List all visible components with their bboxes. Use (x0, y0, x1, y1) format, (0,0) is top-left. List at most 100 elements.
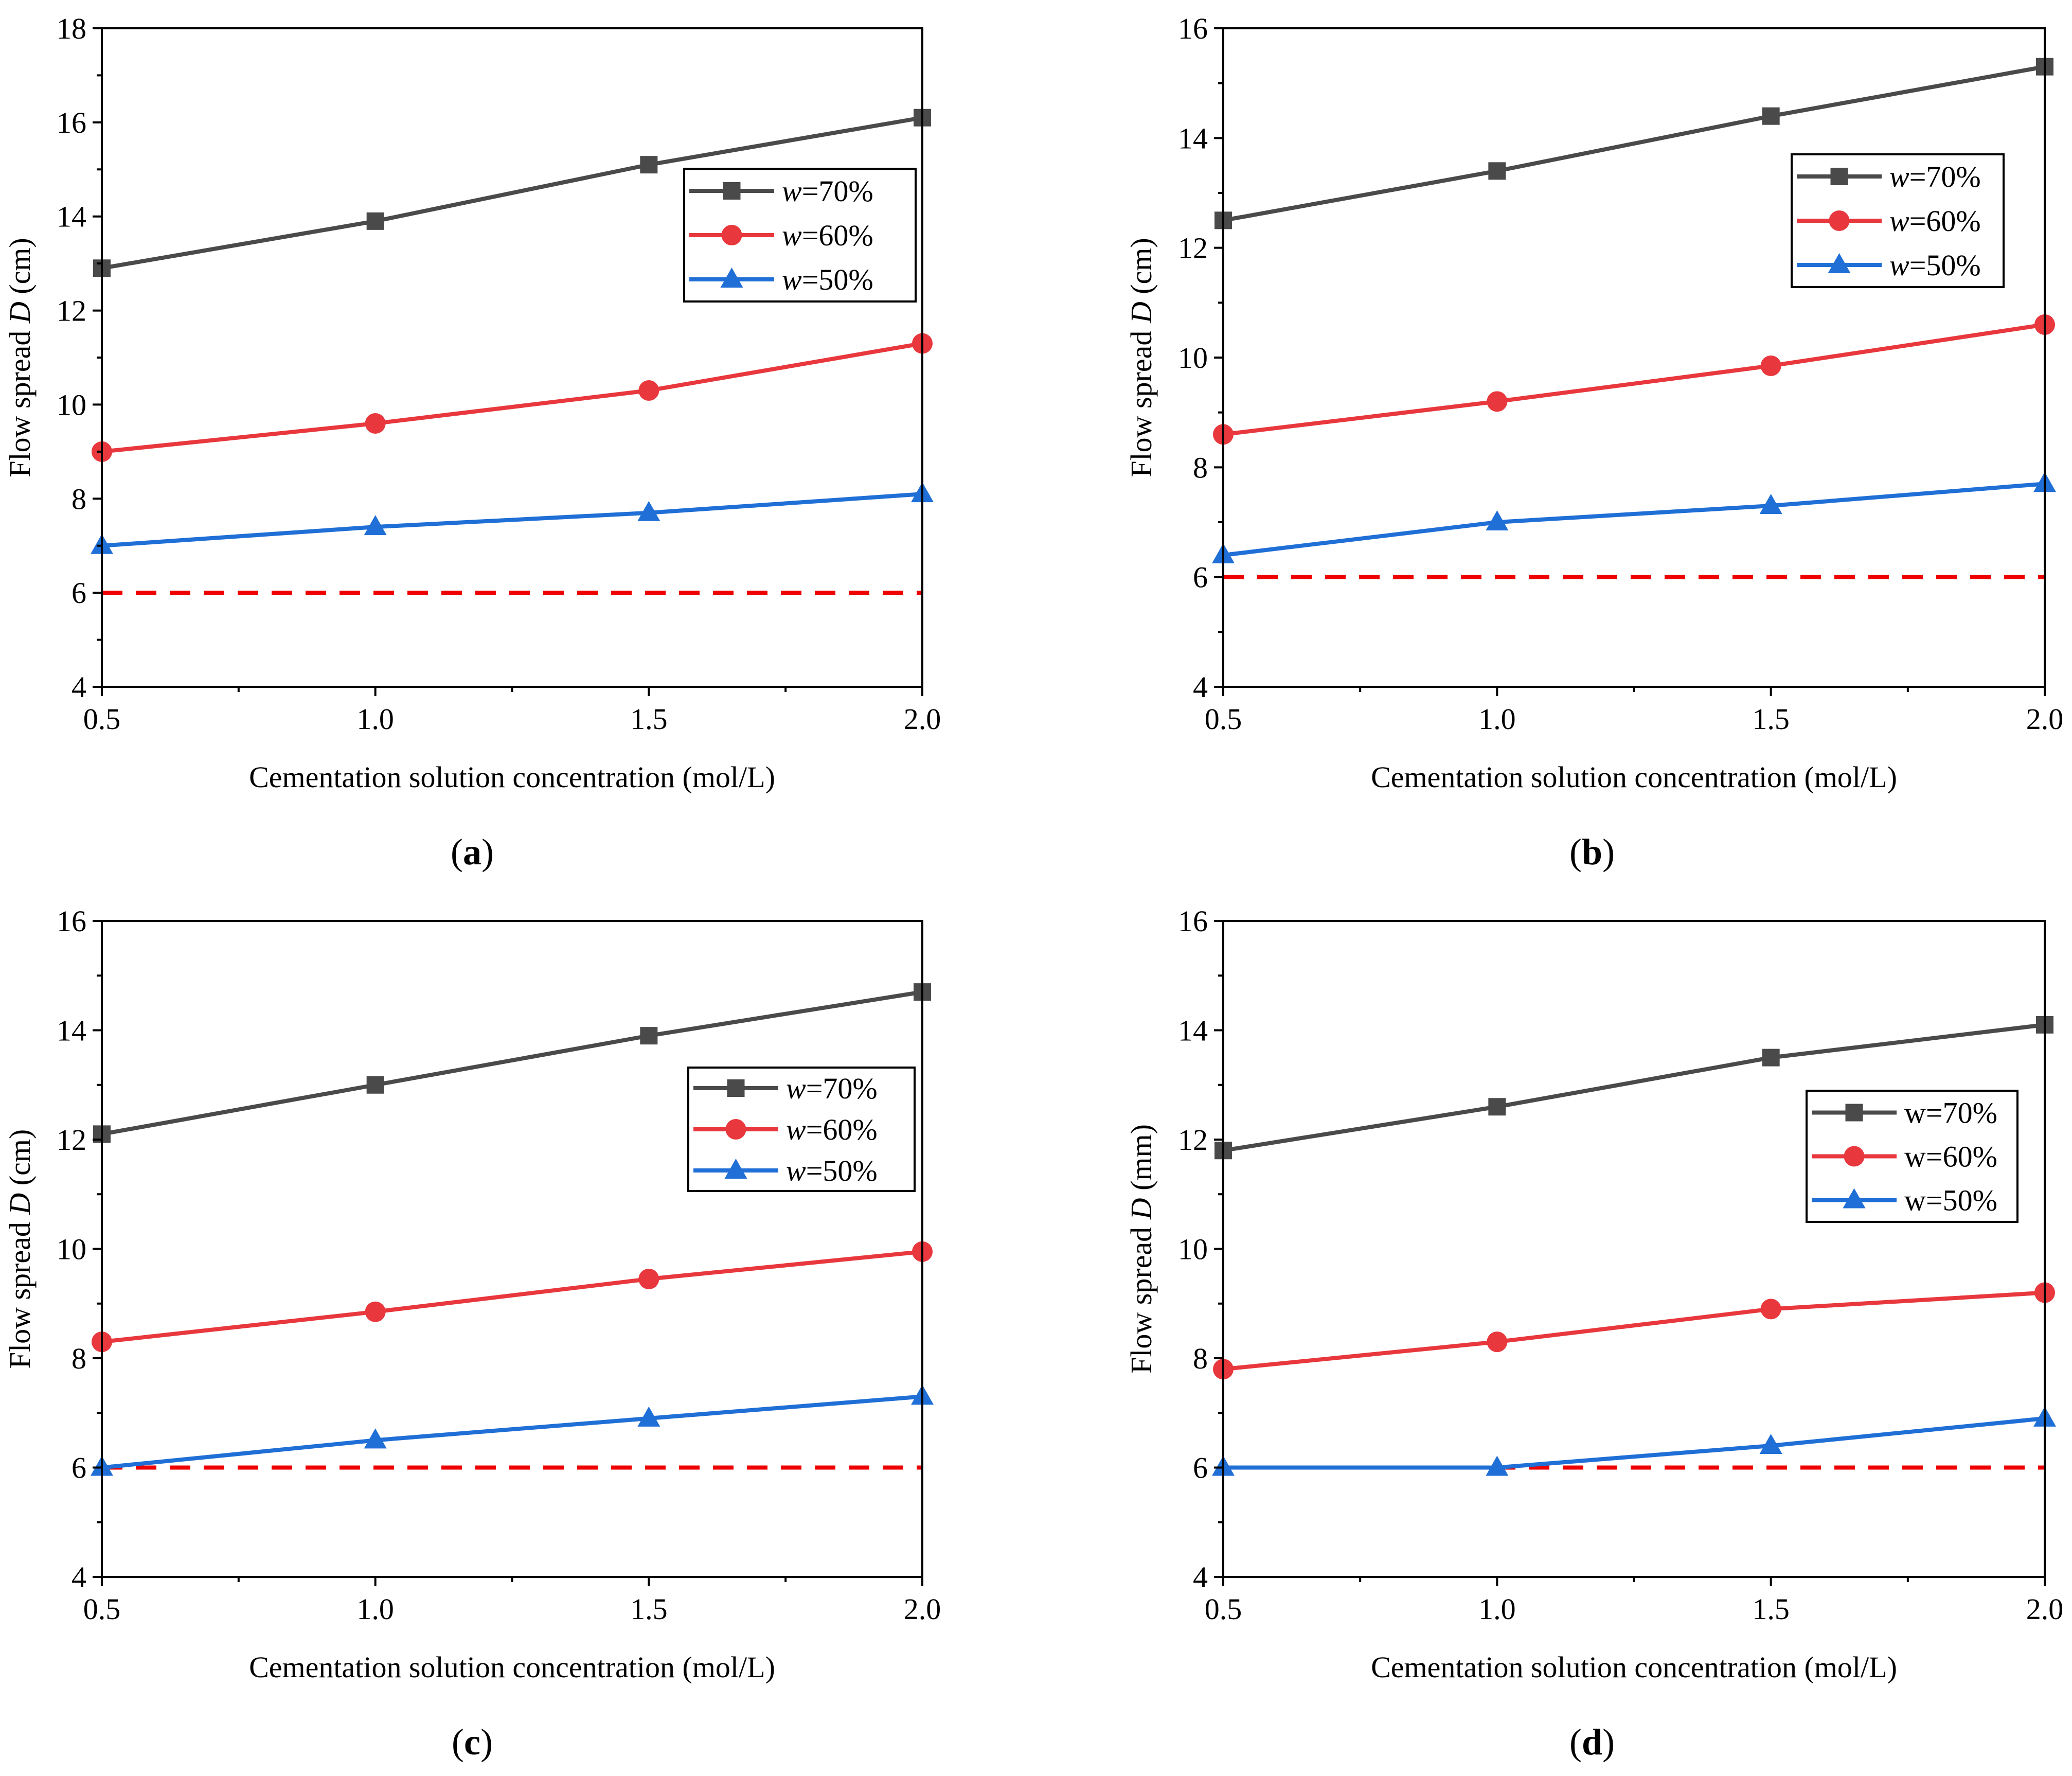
legend-label: w=70% (1889, 160, 1981, 193)
y-axis-title: Flow spread D (cm) (3, 238, 37, 477)
legend-label: w=50% (782, 263, 873, 296)
data-point (1487, 391, 1508, 412)
y-tick-label: 10 (57, 1233, 86, 1266)
data-point (1759, 494, 1782, 514)
y-tick-label: 4 (72, 1560, 86, 1594)
data-point (1487, 1331, 1508, 1353)
y-tick-label: 14 (57, 200, 86, 234)
y-tick-label: 6 (1193, 1451, 1208, 1485)
data-point (1762, 107, 1780, 125)
x-tick-label: 2.0 (2026, 702, 2064, 736)
legend-marker (1844, 1146, 1865, 1167)
x-axis-title: Cementation solution concentration (mol/… (249, 1650, 775, 1684)
y-tick-label: 8 (72, 1342, 86, 1375)
x-tick-label: 2.0 (904, 1592, 941, 1626)
chart-panel-b: 0.5 1.0 1.5 2.0 4 6 8 10 12 14 16 Cementation solut… (1124, 12, 2063, 873)
legend-label: w=70% (782, 174, 873, 208)
x-tick-label: 1.5 (1752, 1592, 1790, 1626)
legend-marker (727, 1079, 745, 1097)
panel-caption: (a) (451, 831, 494, 873)
data-point (637, 501, 660, 521)
plot-frame (101, 920, 923, 1578)
legend-marker (1829, 210, 1850, 231)
series-line-w70 (1223, 64, 2045, 223)
data-point (1759, 1434, 1782, 1454)
y-tick-label: 10 (57, 388, 86, 421)
plot-frame (101, 27, 923, 688)
chart-panel-a: 0.5 1.0 1.5 2.0 4 6 8 10 12 14 16 18 Cementation sol… (3, 12, 941, 873)
legend-label: w=50% (786, 1154, 878, 1187)
data-point (1760, 1299, 1781, 1320)
series-line-w60 (101, 1249, 923, 1344)
x-tick-label: 1.5 (630, 702, 668, 736)
x-tick-label: 1.5 (1752, 702, 1790, 736)
data-point (365, 1301, 386, 1322)
data-point (364, 515, 387, 536)
series-line-w50 (1223, 482, 2045, 557)
y-tick-label: 10 (1178, 1233, 1208, 1266)
data-point (366, 212, 384, 230)
legend-marker (725, 1119, 746, 1140)
x-tick-label: 0.5 (83, 1592, 121, 1626)
series-line-w60 (101, 341, 923, 454)
x-tick-label: 1.0 (1478, 1592, 1516, 1626)
data-point (1486, 510, 1509, 530)
y-tick-label: 16 (1178, 12, 1208, 45)
y-tick-label: 8 (1193, 1342, 1208, 1375)
y-tick-label: 14 (57, 1014, 86, 1047)
y-tick-label: 6 (72, 1451, 86, 1485)
series-line-w60 (1223, 1290, 2045, 1372)
legend-marker (1843, 1188, 1866, 1209)
data-point (1762, 1049, 1780, 1067)
data-point (638, 1268, 659, 1289)
series-line-w50 (101, 1394, 923, 1470)
x-tick-label: 2.0 (904, 702, 941, 736)
y-tick-label: 6 (72, 576, 86, 610)
legend-label: w=60% (1904, 1140, 1997, 1174)
data-point (364, 1428, 387, 1449)
data-point (1760, 356, 1781, 376)
legend-label: w=60% (1889, 204, 1981, 238)
y-tick-label: 12 (57, 294, 86, 328)
series-line-w70 (101, 990, 923, 1136)
legend-marker (1830, 168, 1848, 185)
chart-panel-d: 0.5 1.0 1.5 2.0 4 6 8 10 12 14 16 Cementation solut… (1124, 904, 2063, 1763)
y-tick-label: 8 (72, 482, 86, 516)
panel-caption: (c) (452, 1721, 493, 1763)
legend: w=70% w=60% w=50% (1791, 153, 2005, 288)
y-tick-label: 16 (57, 904, 86, 938)
legend-label: w=60% (786, 1113, 878, 1146)
y-axis-title: Flow spread D (mm) (1124, 1124, 1158, 1374)
series-line-w50 (101, 492, 923, 548)
data-point (1488, 1098, 1506, 1116)
y-tick-label: 12 (57, 1123, 86, 1157)
y-tick-label: 4 (1193, 1560, 1208, 1594)
data-point (365, 413, 386, 434)
y-tick-label: 8 (1193, 451, 1208, 484)
data-point (1488, 162, 1506, 180)
x-tick-label: 1.0 (356, 1592, 394, 1626)
series-line-w70 (101, 115, 923, 271)
x-axis-title: Cementation solution concentration (mol/… (1371, 760, 1897, 794)
series-line-w70 (1223, 1022, 2045, 1153)
legend-marker (720, 268, 743, 288)
x-tick-label: 0.5 (1205, 1592, 1242, 1626)
x-axis-title: Cementation solution concentration (mol/… (249, 760, 775, 794)
y-tick-label: 18 (57, 12, 86, 45)
plot-frame (1222, 27, 2046, 688)
plot-frame (1222, 920, 2046, 1578)
data-point (638, 380, 659, 401)
y-tick-label: 4 (72, 670, 86, 704)
x-tick-label: 1.0 (1478, 702, 1516, 736)
panel-caption: (b) (1569, 831, 1615, 873)
x-tick-label: 0.5 (1205, 702, 1242, 736)
y-tick-label: 12 (1178, 1123, 1208, 1157)
legend-label: w=60% (782, 219, 873, 252)
y-tick-label: 10 (1178, 341, 1208, 375)
y-tick-label: 16 (57, 106, 86, 139)
legend-label: w=50% (1889, 248, 1981, 282)
y-axis-title: Flow spread D (cm) (1124, 238, 1158, 477)
y-tick-label: 4 (1193, 670, 1208, 704)
data-point (640, 156, 658, 174)
legend: w=70% w=60% w=50% (687, 1067, 916, 1192)
